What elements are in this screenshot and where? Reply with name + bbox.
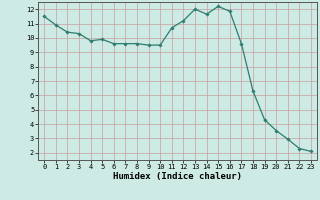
X-axis label: Humidex (Indice chaleur): Humidex (Indice chaleur) bbox=[113, 172, 242, 181]
